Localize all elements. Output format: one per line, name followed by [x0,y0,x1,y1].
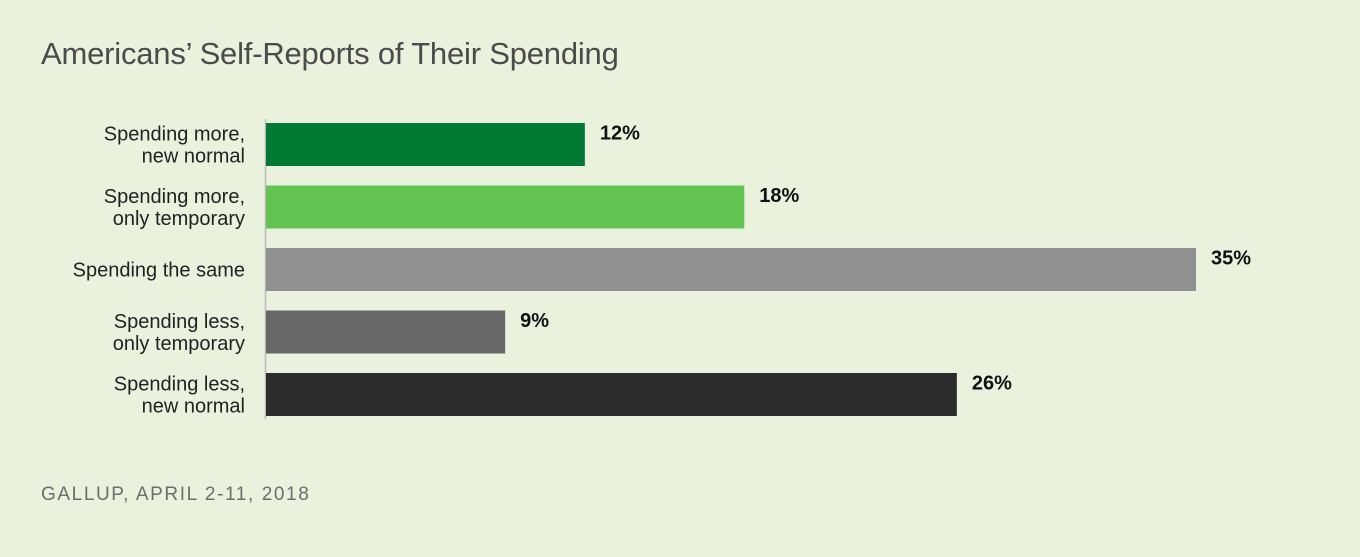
value-label-0: 12% [600,123,640,145]
category-label-line: new normal [142,146,245,168]
bar-1 [266,185,745,229]
value-labels-layer: 12% 18% 35% 9% 26% [520,123,1251,395]
category-label-line: Spending less, [114,311,245,333]
category-label-line: new normal [142,396,245,418]
bar-2 [266,248,1196,291]
category-label-0: Spending more, new normal [104,124,245,168]
category-label-line: Spending more, [104,186,245,208]
category-label-line: Spending more, [104,124,245,146]
value-label-2: 35% [1211,248,1251,270]
category-label-line: Spending less, [114,374,245,396]
category-label-2: Spending the same [73,260,245,282]
value-label-4: 26% [972,373,1012,395]
source-note: GALLUP, APRIL 2-11, 2018 [41,484,311,505]
chart-title: Americans’ Self-Reports of Their Spendin… [41,36,619,71]
bars-layer [266,123,1196,416]
value-label-3: 9% [520,310,549,332]
category-label-4: Spending less, new normal [114,374,245,418]
category-label-line: Spending the same [73,260,245,282]
value-label-1: 18% [759,185,799,207]
category-label-3: Spending less, only temporary [113,311,245,355]
bar-0 [266,123,585,166]
bar-3 [266,310,506,354]
category-label-line: only temporary [113,208,245,230]
category-label-line: only temporary [113,333,245,355]
bar-4 [266,373,957,416]
category-label-1: Spending more, only temporary [104,186,245,230]
